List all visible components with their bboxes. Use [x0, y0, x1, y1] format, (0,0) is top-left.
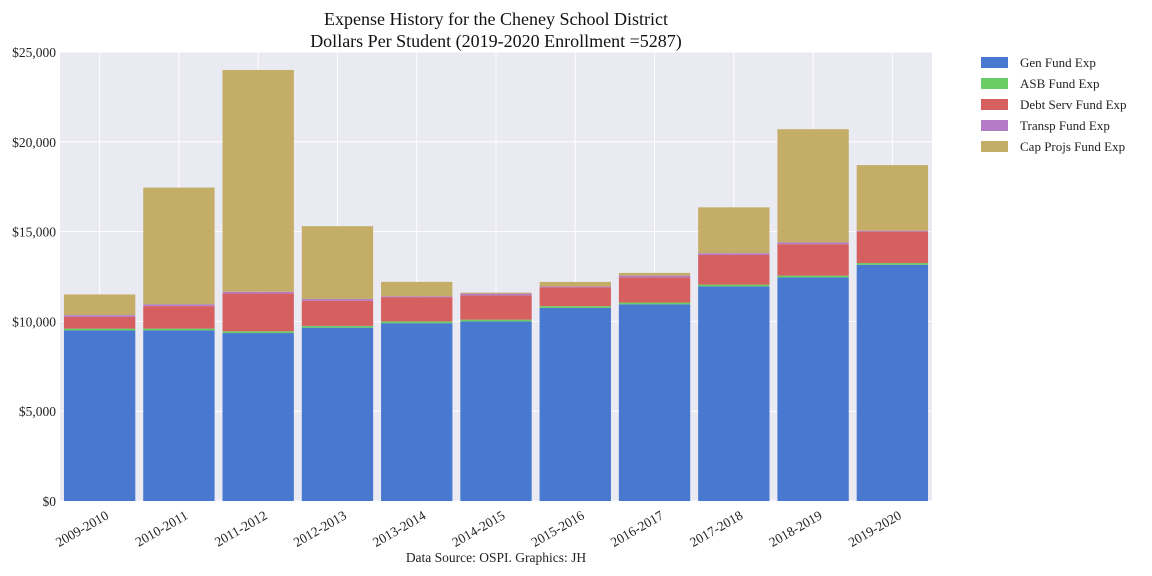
y-tick-label: $0 — [43, 494, 57, 509]
bar-segment — [143, 187, 215, 305]
legend-swatch — [981, 120, 1008, 131]
bar-segment — [301, 226, 374, 299]
bar-segment — [381, 321, 453, 324]
bar-segment — [698, 254, 770, 285]
bar-segment — [618, 302, 691, 305]
bar-segment — [143, 304, 215, 307]
bar-segment — [381, 296, 453, 298]
bar-segment — [856, 264, 929, 501]
legend-swatch — [981, 99, 1008, 110]
y-tick-label: $5,000 — [19, 404, 56, 419]
x-tick-label: 2018-2019 — [766, 507, 824, 549]
bar-segment — [539, 286, 611, 288]
bar-segment — [301, 298, 374, 301]
x-axis: 2009-2010 2010-2011 2011-2012 2012-2013 2013… — [53, 507, 904, 549]
bar-segment — [856, 165, 929, 231]
x-tick-label: 2015-2016 — [529, 507, 587, 549]
bar-segment — [618, 275, 691, 278]
bar-segment — [698, 253, 770, 255]
bar-segment — [301, 327, 374, 501]
legend-label: Cap Projs Fund Exp — [1020, 139, 1125, 154]
chart-subtitle: Dollars Per Student (2019-2020 Enrollmen… — [310, 31, 682, 52]
bar-segment — [618, 277, 691, 303]
bar-segment — [63, 315, 136, 317]
x-tick-label: 2009-2010 — [53, 507, 111, 549]
bar-segment — [618, 304, 691, 501]
legend-label: Gen Fund Exp — [1020, 55, 1096, 70]
bar-segment — [381, 297, 453, 322]
x-tick-label: 2014-2015 — [449, 507, 507, 549]
legend-label: Debt Serv Fund Exp — [1020, 97, 1127, 112]
x-tick-label: 2011-2012 — [212, 508, 270, 550]
bar-segment — [222, 333, 294, 501]
y-axis: $0 $5,000 $10,000 $15,000 $20,000 $25,000 — [12, 45, 56, 509]
bar-segment — [222, 69, 294, 292]
bar-segment — [381, 323, 453, 501]
chart-title: Expense History for the Cheney School Di… — [324, 9, 668, 29]
x-tick-label: 2017-2018 — [687, 507, 745, 549]
legend-label: Transp Fund Exp — [1020, 118, 1110, 133]
bar-segment — [63, 330, 136, 501]
bar-segment — [143, 328, 215, 331]
bar-segment — [460, 321, 532, 501]
bar-segment — [143, 330, 215, 501]
bar-segment — [460, 293, 532, 296]
bar-segment — [539, 306, 611, 308]
bar-segment — [698, 207, 770, 254]
bar-segment — [777, 129, 849, 243]
legend: Gen Fund Exp ASB Fund Exp Debt Serv Fund E… — [981, 55, 1127, 154]
x-tick-label: 2016-2017 — [608, 507, 666, 549]
bar-segment — [777, 242, 849, 245]
bar-segment — [63, 294, 136, 316]
bar-segment — [539, 307, 611, 501]
bar-segment — [460, 295, 532, 320]
bar-segment — [460, 292, 532, 294]
bar-segment — [63, 316, 136, 329]
bar-segment — [301, 300, 374, 326]
bar-segment — [222, 291, 294, 294]
bar-segment — [301, 325, 374, 328]
y-tick-label: $20,000 — [12, 135, 56, 150]
bar-segment — [460, 319, 532, 322]
bar-segment — [618, 272, 691, 276]
x-tick-label: 2013-2014 — [370, 507, 428, 549]
bar-segment — [63, 328, 136, 331]
bar-segment — [698, 286, 770, 501]
bar-segment — [856, 263, 929, 265]
x-tick-label: 2010-2011 — [133, 508, 191, 550]
data-source-note: Data Source: OSPI. Graphics: JH — [406, 550, 587, 565]
legend-swatch — [981, 78, 1008, 89]
bar-segment — [381, 281, 453, 297]
legend-swatch — [981, 141, 1008, 152]
y-tick-label: $25,000 — [12, 45, 56, 60]
bars — [63, 69, 929, 501]
y-tick-label: $15,000 — [12, 225, 56, 240]
bar-segment — [777, 244, 849, 276]
bar-segment — [698, 284, 770, 287]
bar-segment — [222, 293, 294, 332]
y-tick-label: $10,000 — [12, 314, 56, 329]
x-tick-label: 2012-2013 — [291, 507, 349, 549]
legend-label: ASB Fund Exp — [1020, 76, 1099, 91]
bar-segment — [856, 231, 929, 264]
bar-segment — [777, 277, 849, 501]
bar-segment — [777, 275, 849, 278]
bar-segment — [539, 281, 611, 287]
bar-segment — [222, 331, 294, 334]
x-tick-label: 2019-2020 — [846, 507, 904, 549]
bar-segment — [143, 306, 215, 329]
bar-segment — [856, 230, 929, 232]
legend-swatch — [981, 57, 1008, 68]
bar-segment — [539, 287, 611, 307]
